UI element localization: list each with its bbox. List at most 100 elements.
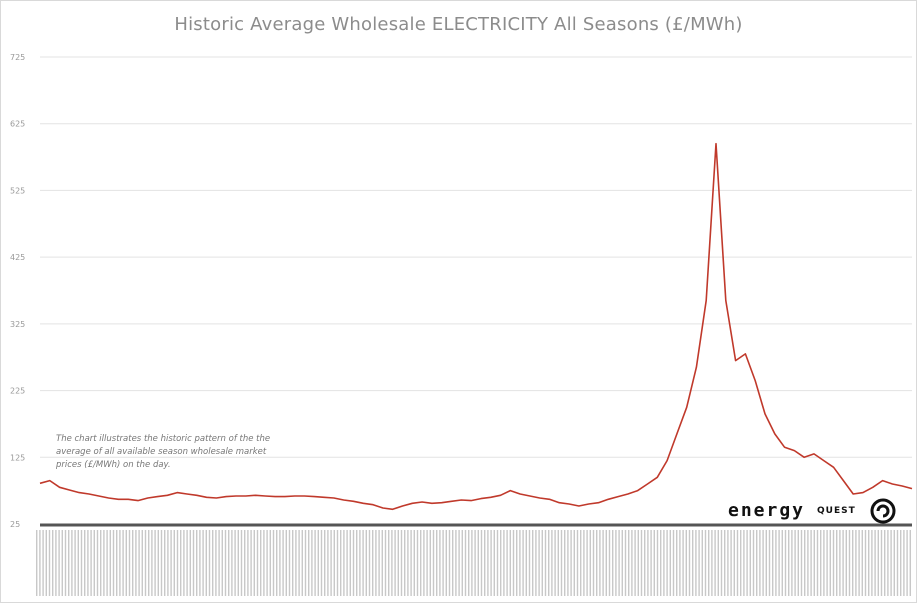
x-tick-mark bbox=[288, 530, 291, 596]
x-tick-mark bbox=[679, 530, 681, 596]
x-tick-mark bbox=[324, 530, 326, 596]
x-tick-mark bbox=[797, 530, 799, 596]
x-tick-mark bbox=[202, 530, 204, 596]
x-tick-mark bbox=[119, 530, 121, 596]
x-tick-mark bbox=[416, 530, 419, 596]
x-tick-mark bbox=[221, 530, 223, 596]
x-tick-mark bbox=[154, 530, 156, 596]
x-tick-mark bbox=[909, 530, 911, 596]
x-tick-mark bbox=[285, 530, 287, 596]
x-tick-mark bbox=[583, 530, 585, 596]
x-tick-mark bbox=[528, 530, 531, 596]
x-tick-mark bbox=[711, 530, 713, 596]
x-tick-mark bbox=[410, 530, 412, 596]
x-tick-mark bbox=[224, 530, 227, 596]
chart-annotation: The chart illustrates the historic patte… bbox=[56, 434, 271, 470]
x-tick-mark bbox=[468, 530, 470, 596]
x-tick-mark bbox=[717, 530, 719, 596]
x-tick-mark bbox=[128, 530, 131, 596]
x-tick-mark bbox=[125, 530, 127, 596]
x-tick-mark bbox=[685, 530, 687, 596]
x-tick-mark bbox=[567, 530, 569, 596]
x-tick-mark bbox=[701, 530, 703, 596]
x-tick-mark bbox=[823, 530, 825, 596]
x-tick-mark bbox=[509, 530, 511, 596]
x-tick-mark bbox=[695, 530, 697, 596]
x-tick-mark bbox=[714, 530, 716, 596]
x-tick-mark bbox=[90, 530, 92, 596]
x-tick-mark bbox=[640, 530, 643, 596]
x-tick-mark bbox=[858, 530, 860, 596]
x-tick-mark bbox=[266, 530, 268, 596]
x-tick-mark bbox=[314, 530, 316, 596]
x-tick-mark bbox=[516, 530, 518, 596]
x-tick-mark bbox=[781, 530, 783, 596]
x-tick-mark bbox=[708, 530, 710, 596]
x-tick-mark bbox=[378, 530, 380, 596]
x-tick-mark bbox=[631, 530, 633, 596]
x-tick-mark bbox=[260, 530, 262, 596]
x-tick-mark bbox=[628, 530, 630, 596]
x-tick-mark bbox=[676, 530, 678, 596]
x-tick-mark bbox=[861, 530, 863, 596]
x-tick-mark bbox=[208, 530, 211, 596]
x-tick-mark bbox=[580, 530, 582, 596]
x-tick-mark bbox=[205, 530, 207, 596]
x-tick-mark bbox=[212, 530, 214, 596]
x-tick-mark bbox=[231, 530, 233, 596]
y-tick-label: 125 bbox=[10, 453, 25, 462]
x-tick-mark bbox=[77, 530, 79, 596]
x-tick-mark bbox=[397, 530, 399, 596]
x-tick-mark bbox=[868, 530, 870, 596]
x-tick-mark bbox=[522, 530, 524, 596]
x-tick-mark bbox=[906, 530, 908, 596]
y-tick-label: 425 bbox=[10, 253, 25, 262]
series-layer bbox=[39, 142, 913, 511]
gridlines bbox=[40, 56, 912, 525]
x-tick-mark bbox=[381, 530, 383, 596]
y-tick-labels: 25 125 225 325 425 525 625 725 bbox=[10, 53, 25, 529]
x-tick-mark bbox=[356, 530, 358, 596]
y-tick-label: 225 bbox=[10, 387, 25, 396]
x-tick-mark bbox=[343, 530, 345, 596]
x-tick-mark bbox=[400, 530, 403, 596]
x-tick-mark bbox=[672, 530, 675, 596]
x-tick-mark bbox=[138, 530, 140, 596]
x-tick-mark bbox=[666, 530, 668, 596]
x-tick-mark bbox=[250, 530, 252, 596]
x-tick-mark bbox=[490, 530, 492, 596]
x-tick-mark bbox=[327, 530, 329, 596]
x-tick-mark bbox=[848, 530, 851, 596]
x-tick-mark bbox=[164, 530, 166, 596]
x-tick-mark bbox=[269, 530, 271, 596]
x-tick-mark bbox=[724, 530, 726, 596]
x-tick-mark bbox=[832, 530, 835, 596]
x-tick-mark bbox=[589, 530, 591, 596]
x-tick-mark bbox=[228, 530, 230, 596]
x-tick-mark bbox=[688, 530, 691, 596]
x-tick-mark bbox=[340, 530, 342, 596]
y-tick-label: 725 bbox=[10, 53, 25, 62]
x-tick-mark bbox=[743, 530, 745, 596]
x-tick-mark bbox=[887, 530, 889, 596]
x-tick-mark bbox=[788, 530, 790, 596]
x-tick-mark bbox=[144, 530, 147, 596]
x-tick-mark bbox=[96, 530, 99, 596]
x-tick-mark bbox=[871, 530, 873, 596]
x-tick-mark bbox=[298, 530, 300, 596]
x-tick-mark bbox=[279, 530, 281, 596]
x-tick-mark bbox=[573, 530, 575, 596]
x-tick-mark bbox=[884, 530, 886, 596]
x-tick-mark bbox=[544, 530, 547, 596]
x-tick-mark bbox=[48, 530, 51, 596]
y-tick-label: 325 bbox=[10, 320, 25, 329]
x-tick-mark bbox=[320, 530, 323, 596]
x-tick-mark bbox=[333, 530, 335, 596]
x-tick-mark bbox=[359, 530, 361, 596]
x-tick-mark bbox=[503, 530, 505, 596]
x-tick-mark bbox=[551, 530, 553, 596]
x-tick-mark bbox=[471, 530, 473, 596]
x-tick-mark bbox=[605, 530, 607, 596]
x-tick-mark bbox=[464, 530, 467, 596]
x-tick-mark bbox=[653, 530, 655, 596]
